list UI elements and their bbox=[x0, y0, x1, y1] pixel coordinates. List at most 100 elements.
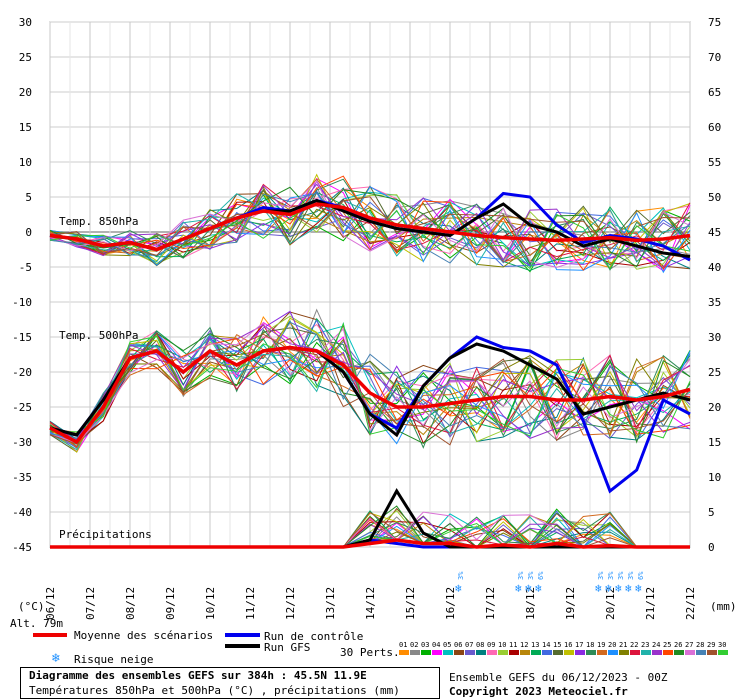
left-tick-label: -25 bbox=[12, 401, 32, 414]
pert-swatch bbox=[520, 650, 530, 655]
pert-number: 27 bbox=[685, 641, 693, 649]
right-tick-label: 30 bbox=[708, 331, 721, 344]
pert-swatch bbox=[674, 650, 684, 655]
pert-swatch bbox=[432, 650, 442, 655]
pert-swatch bbox=[663, 650, 673, 655]
snow-risk-pct: 3% bbox=[607, 571, 615, 580]
footer-box: Diagramme des ensembles GEFS sur 384h : … bbox=[20, 667, 440, 699]
left-tick-label: -5 bbox=[19, 261, 32, 274]
pert-number: 28 bbox=[696, 641, 704, 649]
x-tick-label: 19/12 bbox=[564, 587, 577, 620]
pert-swatch bbox=[619, 650, 629, 655]
pert-line-t850 bbox=[49, 173, 691, 265]
pert-number: 13 bbox=[531, 641, 539, 649]
right-tick-label: 45 bbox=[708, 226, 721, 239]
pert-swatch bbox=[487, 650, 497, 655]
snowflake-icon: ❄ bbox=[615, 582, 622, 595]
left-unit-label: (°C) bbox=[18, 600, 45, 613]
x-tick-label: 14/12 bbox=[364, 587, 377, 620]
snowflake-icon: ❄ bbox=[635, 582, 642, 595]
pert-line-t850 bbox=[49, 198, 691, 267]
pert-swatch bbox=[498, 650, 508, 655]
right-tick-label: 60 bbox=[708, 121, 721, 134]
pert-number: 10 bbox=[498, 641, 506, 649]
left-tick-label: -40 bbox=[12, 506, 32, 519]
pert-number: 08 bbox=[476, 641, 484, 649]
pert-swatch bbox=[465, 650, 475, 655]
pert-line-t500 bbox=[49, 337, 691, 445]
pert-swatch bbox=[597, 650, 607, 655]
pert-number: 16 bbox=[564, 641, 572, 649]
pert-swatch bbox=[696, 650, 706, 655]
pert-swatch bbox=[641, 650, 651, 655]
right-tick-label: 70 bbox=[708, 51, 721, 64]
left-tick-label: -15 bbox=[12, 331, 32, 344]
pert-number: 29 bbox=[707, 641, 715, 649]
snow-risk-pct: 6% bbox=[537, 571, 545, 580]
left-tick-label: 20 bbox=[19, 86, 32, 99]
x-tick-label: 21/12 bbox=[644, 587, 657, 620]
pert-number: 09 bbox=[487, 641, 495, 649]
pert-number: 18 bbox=[586, 641, 594, 649]
snow-risk-pct: 3% bbox=[457, 571, 465, 580]
pert-swatch bbox=[685, 650, 695, 655]
pert-number: 21 bbox=[619, 641, 627, 649]
label-precip: Précipitations bbox=[59, 528, 152, 541]
x-tick-label: 10/12 bbox=[204, 587, 217, 620]
left-axis: 30 25 20 15 10 5 0 -5 -10 -15 -20 -25 -30 -35 -40 -45 bbox=[12, 16, 32, 554]
pert-swatch bbox=[652, 650, 662, 655]
snow-risk-pct: 3% bbox=[617, 571, 625, 580]
left-tick-label: -45 bbox=[12, 541, 32, 554]
left-tick-label: -10 bbox=[12, 296, 32, 309]
pert-line-t850 bbox=[49, 191, 691, 272]
pert-number: 02 bbox=[410, 641, 418, 649]
legend-control: Run de contrôle bbox=[264, 630, 364, 643]
right-tick-label: 65 bbox=[708, 86, 721, 99]
legend-perts: 30 Perts. bbox=[340, 646, 400, 659]
snowflake-icon: ❄ bbox=[52, 651, 60, 666]
chart-grid bbox=[49, 21, 691, 548]
pert-swatch bbox=[608, 650, 618, 655]
pert-swatch bbox=[443, 650, 453, 655]
snow-risk-pct: 6% bbox=[637, 571, 645, 580]
perturbation-swatches: 01 02 03 04 05 06 07 08 09 10 11 12 13 14 15 16 17 18 19 20… bbox=[399, 641, 728, 655]
footer-title: Diagramme des ensembles GEFS sur 384h : … bbox=[29, 669, 367, 682]
pert-number: 30 bbox=[718, 641, 726, 649]
pert-line-t850 bbox=[49, 186, 691, 268]
x-tick-label: 18/12 bbox=[524, 587, 537, 620]
snow-risk-markers: 3%❄3%❄3%❄6%❄3%❄3%❄3%❄3%❄6%❄ bbox=[455, 571, 645, 595]
right-tick-label: 55 bbox=[708, 156, 721, 169]
label-t850: Temp. 850hPa bbox=[59, 215, 138, 228]
left-tick-label: 10 bbox=[19, 156, 32, 169]
snow-risk-pct: 3% bbox=[627, 571, 635, 580]
pert-swatch bbox=[630, 650, 640, 655]
left-tick-label: 5 bbox=[25, 191, 32, 204]
run-info: Ensemble GEFS du 06/12/2023 - 00Z bbox=[449, 671, 668, 684]
main-lines bbox=[49, 191, 691, 549]
label-t500: Temp. 500hPa bbox=[59, 329, 138, 342]
right-tick-label: 50 bbox=[708, 191, 721, 204]
pert-line-t850 bbox=[49, 194, 691, 270]
pert-number: 04 bbox=[432, 641, 440, 649]
pert-line-t500 bbox=[49, 322, 691, 439]
x-tick-label: 06/12 bbox=[44, 587, 57, 620]
pert-line-t500 bbox=[49, 315, 691, 437]
right-tick-label: 25 bbox=[708, 366, 721, 379]
mean-line-t850 bbox=[49, 202, 691, 252]
pert-line-t850 bbox=[49, 183, 691, 263]
pert-line-t850 bbox=[49, 196, 691, 256]
x-tick-label: 20/12 bbox=[604, 587, 617, 620]
left-tick-label: 15 bbox=[19, 121, 32, 134]
pert-number: 22 bbox=[630, 641, 638, 649]
pert-swatch bbox=[707, 650, 717, 655]
x-axis: 06/12 07/12 08/12 09/12 10/12 11/12 12/12 13/12… bbox=[44, 587, 697, 620]
right-tick-label: 0 bbox=[708, 541, 715, 554]
x-tick-label: 22/12 bbox=[684, 587, 697, 620]
pert-number: 11 bbox=[509, 641, 517, 649]
right-tick-label: 75 bbox=[708, 16, 721, 29]
right-tick-label: 15 bbox=[708, 436, 721, 449]
snow-risk-pct: 3% bbox=[527, 571, 535, 580]
pert-line-t850 bbox=[49, 193, 691, 266]
